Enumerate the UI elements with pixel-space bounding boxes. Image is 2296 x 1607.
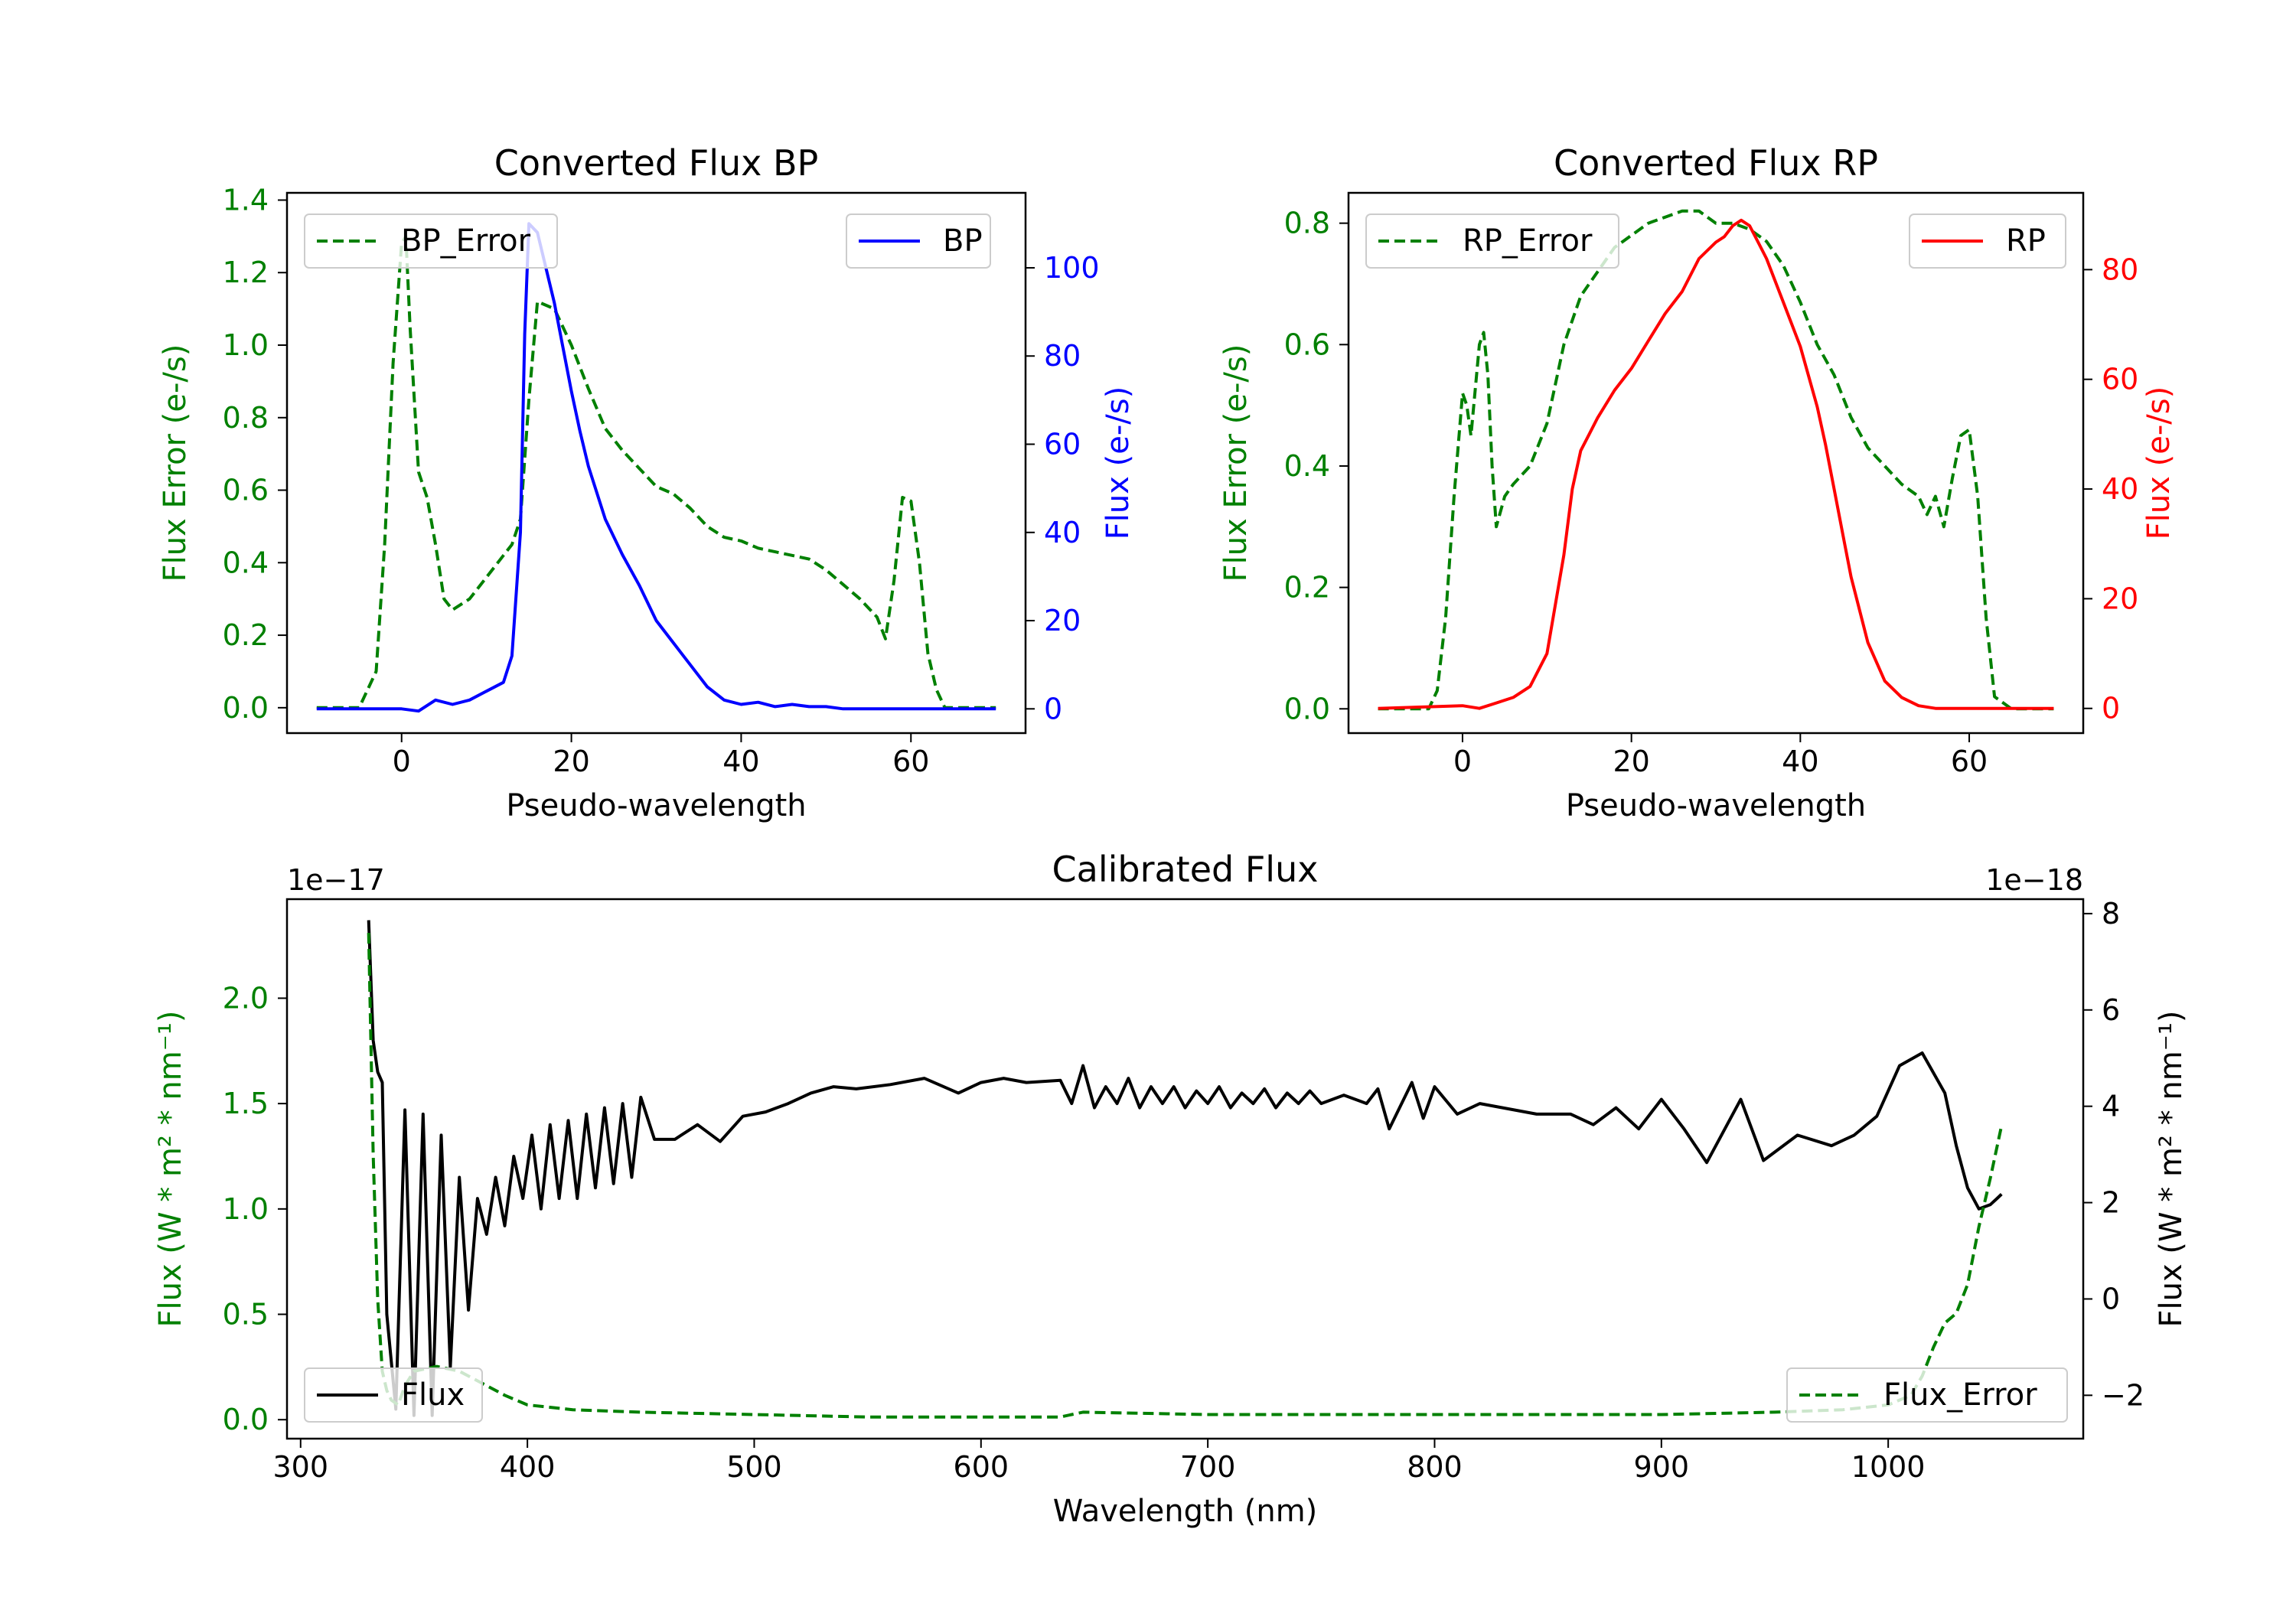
series-line-flux (367, 920, 2003, 1417)
legend-box (1786, 1367, 2068, 1423)
y-right-tick-label: 40 (2102, 472, 2138, 506)
y-right-axis-label: Flux (e-/s) (2141, 386, 2177, 539)
x-axis-label: Wavelength (nm) (1053, 1494, 1318, 1529)
legend-label: RP_Error (1463, 223, 1593, 259)
y-left-tick-label: 0.6 (223, 474, 269, 507)
y-left-tick-label: 0.8 (223, 401, 269, 435)
legend-flux-error: Flux_Error (1786, 1367, 2068, 1423)
y-left-tick-label: 0.5 (223, 1298, 269, 1332)
y-left-axis-label: Flux Error (e-/s) (1218, 344, 1254, 582)
y-right-tick-label: 20 (2102, 582, 2138, 615)
y-right-tick-label: 100 (1044, 251, 1100, 285)
y-right-tick-label: 0 (2102, 1282, 2120, 1315)
y-right-axis-label: Flux (W * m² * nm⁻¹) (2154, 1011, 2189, 1328)
y-left-tick-label: 1.2 (223, 256, 269, 289)
x-tick-label: 600 (954, 1450, 1009, 1484)
y-left-tick-label: 0.8 (1284, 207, 1330, 240)
y-left-tick-label: 0.2 (223, 618, 269, 652)
legend-bp: BP (846, 214, 991, 269)
x-tick-label: 300 (273, 1450, 329, 1484)
series-line-bp (316, 222, 996, 713)
y-right-tick-label: 80 (2102, 253, 2138, 286)
chart-title: Converted Flux RP (1554, 142, 1878, 184)
legend-label: BP_Error (401, 223, 531, 259)
y-left-tick-label: 0.0 (223, 691, 269, 725)
y-left-tick-label: 0.2 (1284, 571, 1330, 605)
legend-rp-error: RP_Error (1365, 214, 1619, 269)
y-right-tick-label: 6 (2102, 993, 2120, 1027)
x-tick-label: 20 (1613, 745, 1649, 778)
plot-frame (285, 898, 2085, 1440)
y-right-tick-label: 20 (1044, 604, 1081, 637)
y-right-tick-label: 4 (2102, 1090, 2120, 1123)
legend-label: Flux (401, 1377, 465, 1413)
x-tick-label: 400 (500, 1450, 556, 1484)
x-tick-label: 20 (553, 745, 589, 778)
x-tick-label: 60 (892, 745, 929, 778)
x-tick-label: 0 (393, 745, 411, 778)
series-line-rp (1378, 218, 2054, 710)
x-tick-label: 800 (1407, 1450, 1463, 1484)
y-right-tick-label: 60 (1044, 428, 1081, 461)
chart-title: Calibrated Flux (1052, 849, 1319, 890)
y-left-offset-label: 1e−17 (287, 863, 385, 897)
y-left-tick-label: 0.0 (223, 1403, 269, 1436)
legend-flux: Flux (304, 1367, 483, 1423)
y-left-tick-label: 0.4 (1284, 449, 1330, 483)
y-right-tick-label: 40 (1044, 516, 1081, 549)
y-left-tick-label: 0.0 (1284, 692, 1330, 725)
x-axis-label: Pseudo-wavelength (1566, 788, 1866, 823)
legend-box (1365, 214, 1619, 269)
y-left-tick-label: 1.5 (223, 1087, 269, 1120)
y-right-tick-label: 2 (2102, 1186, 2120, 1220)
x-tick-label: 500 (726, 1450, 782, 1484)
legend-label: Flux_Error (1883, 1377, 2037, 1413)
y-right-tick-label: 60 (2102, 363, 2138, 396)
legend-label: RP (2006, 223, 2046, 259)
y-right-tick-label: 80 (1044, 339, 1081, 373)
chart-panel-2: 0 20 40 60 0.0 0.2 0.4 0.6 0.8 0 20 40 60 80 Converted… (1218, 142, 2177, 823)
legend-box (304, 1367, 483, 1423)
y-left-tick-label: 1.4 (223, 183, 269, 217)
y-left-tick-label: 2.0 (223, 981, 269, 1015)
plot-frame (285, 191, 1027, 735)
x-tick-label: 40 (722, 745, 759, 778)
y-left-axis-label: Flux Error (e-/s) (158, 344, 193, 582)
legend-label: BP (943, 223, 983, 259)
legend-box (1909, 214, 2066, 269)
series-line-rp-error (1378, 209, 2054, 711)
series-line-flux-error (367, 933, 2004, 1419)
y-left-tick-label: 0.6 (1284, 328, 1330, 361)
y-right-tick-label: −2 (2102, 1378, 2144, 1412)
y-right-tick-label: 0 (2102, 692, 2120, 725)
x-tick-label: 0 (1453, 745, 1472, 778)
legend-box (304, 214, 558, 269)
y-right-tick-label: 0 (1044, 692, 1062, 725)
y-left-tick-label: 0.4 (223, 546, 269, 579)
chart-title: Converted Flux BP (494, 142, 819, 184)
series-line-bp-error (316, 234, 996, 709)
x-tick-label: 60 (1951, 745, 1988, 778)
x-tick-label: 700 (1180, 1450, 1236, 1484)
y-right-tick-label: 8 (2102, 897, 2120, 931)
plot-frame (1347, 191, 2085, 735)
y-right-offset-label: 1e−18 (1985, 863, 2083, 897)
x-tick-label: 40 (1782, 745, 1818, 778)
x-tick-label: 900 (1634, 1450, 1690, 1484)
y-left-axis-label: Flux (W * m² * nm⁻¹) (153, 1011, 188, 1328)
y-right-axis-label: Flux (e-/s) (1101, 386, 1136, 539)
legend-rp: RP (1909, 214, 2066, 269)
x-axis-label: Pseudo-wavelength (506, 788, 806, 823)
legend-bp-error: BP_Error (304, 214, 558, 269)
y-left-tick-label: 1.0 (223, 1192, 269, 1226)
y-left-tick-label: 1.0 (223, 328, 269, 362)
chart-panel-1: 0 20 40 60 0.0 0.2 0.4 0.6 0.8 1.0 1.2 1.4 0 20 40 60 80… (158, 142, 1136, 823)
chart-panel-3: 300 400 500 600 700 800 900 1000 0.0 0.5 1.0 1.5 2.0… (153, 849, 2189, 1529)
x-tick-label: 1000 (1851, 1450, 1926, 1484)
